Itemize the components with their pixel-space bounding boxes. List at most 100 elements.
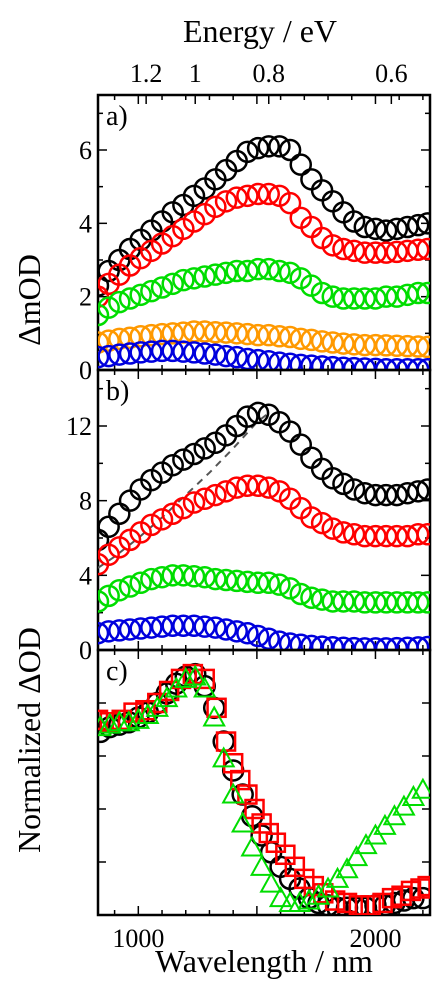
data-point: [172, 268, 195, 292]
data-point: [150, 339, 174, 363]
data-point: [230, 811, 255, 833]
data-point: [246, 624, 270, 648]
data-point: [249, 854, 274, 876]
y-tick-label: 4: [79, 561, 92, 590]
data-point: [336, 892, 358, 914]
data-point: [300, 586, 323, 609]
data-point: [364, 217, 387, 241]
data-point: [183, 664, 207, 686]
data-point: [297, 888, 321, 910]
data-point: [268, 886, 293, 908]
data-point: [268, 259, 291, 283]
data-point: [289, 582, 313, 606]
data-point: [214, 480, 238, 503]
data-point: [353, 524, 377, 548]
data-point: [342, 356, 366, 370]
data-point: [150, 508, 174, 531]
data-point: [364, 483, 387, 507]
data-point: [140, 513, 163, 537]
data-point: [385, 334, 409, 358]
data-point: [98, 331, 110, 354]
data-point: [129, 325, 152, 348]
data-point: [98, 715, 113, 737]
data-point: [206, 697, 227, 719]
data-point: [300, 328, 323, 352]
data-point: [321, 467, 345, 490]
top-tick-label: 0.8: [252, 59, 285, 88]
data-point: [214, 261, 238, 285]
data-point: [385, 636, 409, 650]
data-point: [236, 140, 259, 164]
top-tick-label: 1.2: [130, 59, 163, 88]
data-point: [342, 636, 366, 650]
data-point: [289, 153, 313, 176]
data-point: [118, 618, 142, 641]
data-point: [204, 320, 227, 344]
data-point: [236, 474, 259, 497]
data-point: [236, 184, 259, 208]
data-point: [310, 511, 334, 535]
data-point: [385, 483, 409, 507]
data-point: [342, 478, 366, 501]
data-point: [300, 506, 323, 529]
data-point: [406, 591, 430, 614]
data-point: [225, 569, 248, 593]
data-point: [374, 483, 398, 507]
data-point: [321, 331, 345, 354]
data-point: [244, 798, 265, 820]
data-point: [236, 621, 259, 645]
data-point: [353, 241, 377, 264]
panel-label: a): [106, 101, 128, 132]
data-point: [374, 334, 398, 357]
panel-frame: [96, 648, 432, 917]
y-tick-label: 0: [79, 636, 92, 665]
data-point: [321, 355, 345, 370]
data-point: [374, 285, 398, 308]
data-point: [310, 330, 334, 353]
data-point: [385, 524, 409, 548]
data-point: [193, 676, 217, 698]
data-point: [289, 633, 313, 650]
data-point: [332, 287, 355, 310]
data-point: [416, 591, 430, 614]
data-point: [268, 325, 291, 348]
data-point: [108, 579, 131, 602]
data-point: [332, 590, 355, 613]
data-point: [332, 237, 355, 261]
data-point: [215, 731, 237, 752]
data-point: [342, 523, 366, 546]
data-point: [348, 895, 370, 915]
data-point: [214, 190, 238, 213]
data-point: [98, 712, 122, 734]
data-point: [374, 591, 398, 614]
data-point: [410, 878, 430, 899]
series-1: [98, 663, 430, 915]
data-point: [321, 590, 345, 613]
data-point: [300, 446, 323, 469]
data-point: [98, 584, 120, 608]
data-point: [246, 348, 270, 370]
data-point: [129, 341, 152, 364]
data-point: [174, 666, 198, 688]
panel-frame: [96, 368, 432, 652]
data-point: [193, 342, 216, 365]
data-point: [321, 285, 345, 308]
data-point: [246, 474, 270, 497]
data-point: [135, 699, 156, 721]
data-point: [353, 481, 377, 505]
data-point: [193, 320, 216, 343]
data-point: [257, 323, 280, 347]
data-point: [150, 615, 174, 638]
data-point: [278, 577, 302, 600]
data-point: [225, 259, 248, 283]
data-point: [310, 281, 334, 305]
series-3: [98, 614, 430, 650]
data-point: [259, 871, 283, 893]
data-point: [406, 281, 430, 305]
data-point: [225, 186, 248, 209]
data-point: [98, 303, 110, 327]
y-axis-label: ΔmOD: [11, 254, 47, 346]
data-point: [118, 342, 142, 365]
data-point: [204, 195, 227, 219]
data-point: [140, 340, 163, 363]
